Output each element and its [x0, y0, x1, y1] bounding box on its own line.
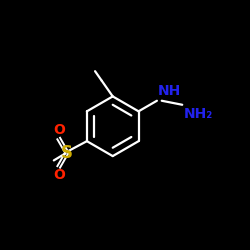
Text: NH₂: NH₂: [184, 107, 214, 121]
Text: S: S: [61, 144, 73, 162]
Text: O: O: [53, 124, 65, 138]
Text: O: O: [53, 168, 65, 182]
Text: NH: NH: [157, 84, 180, 98]
